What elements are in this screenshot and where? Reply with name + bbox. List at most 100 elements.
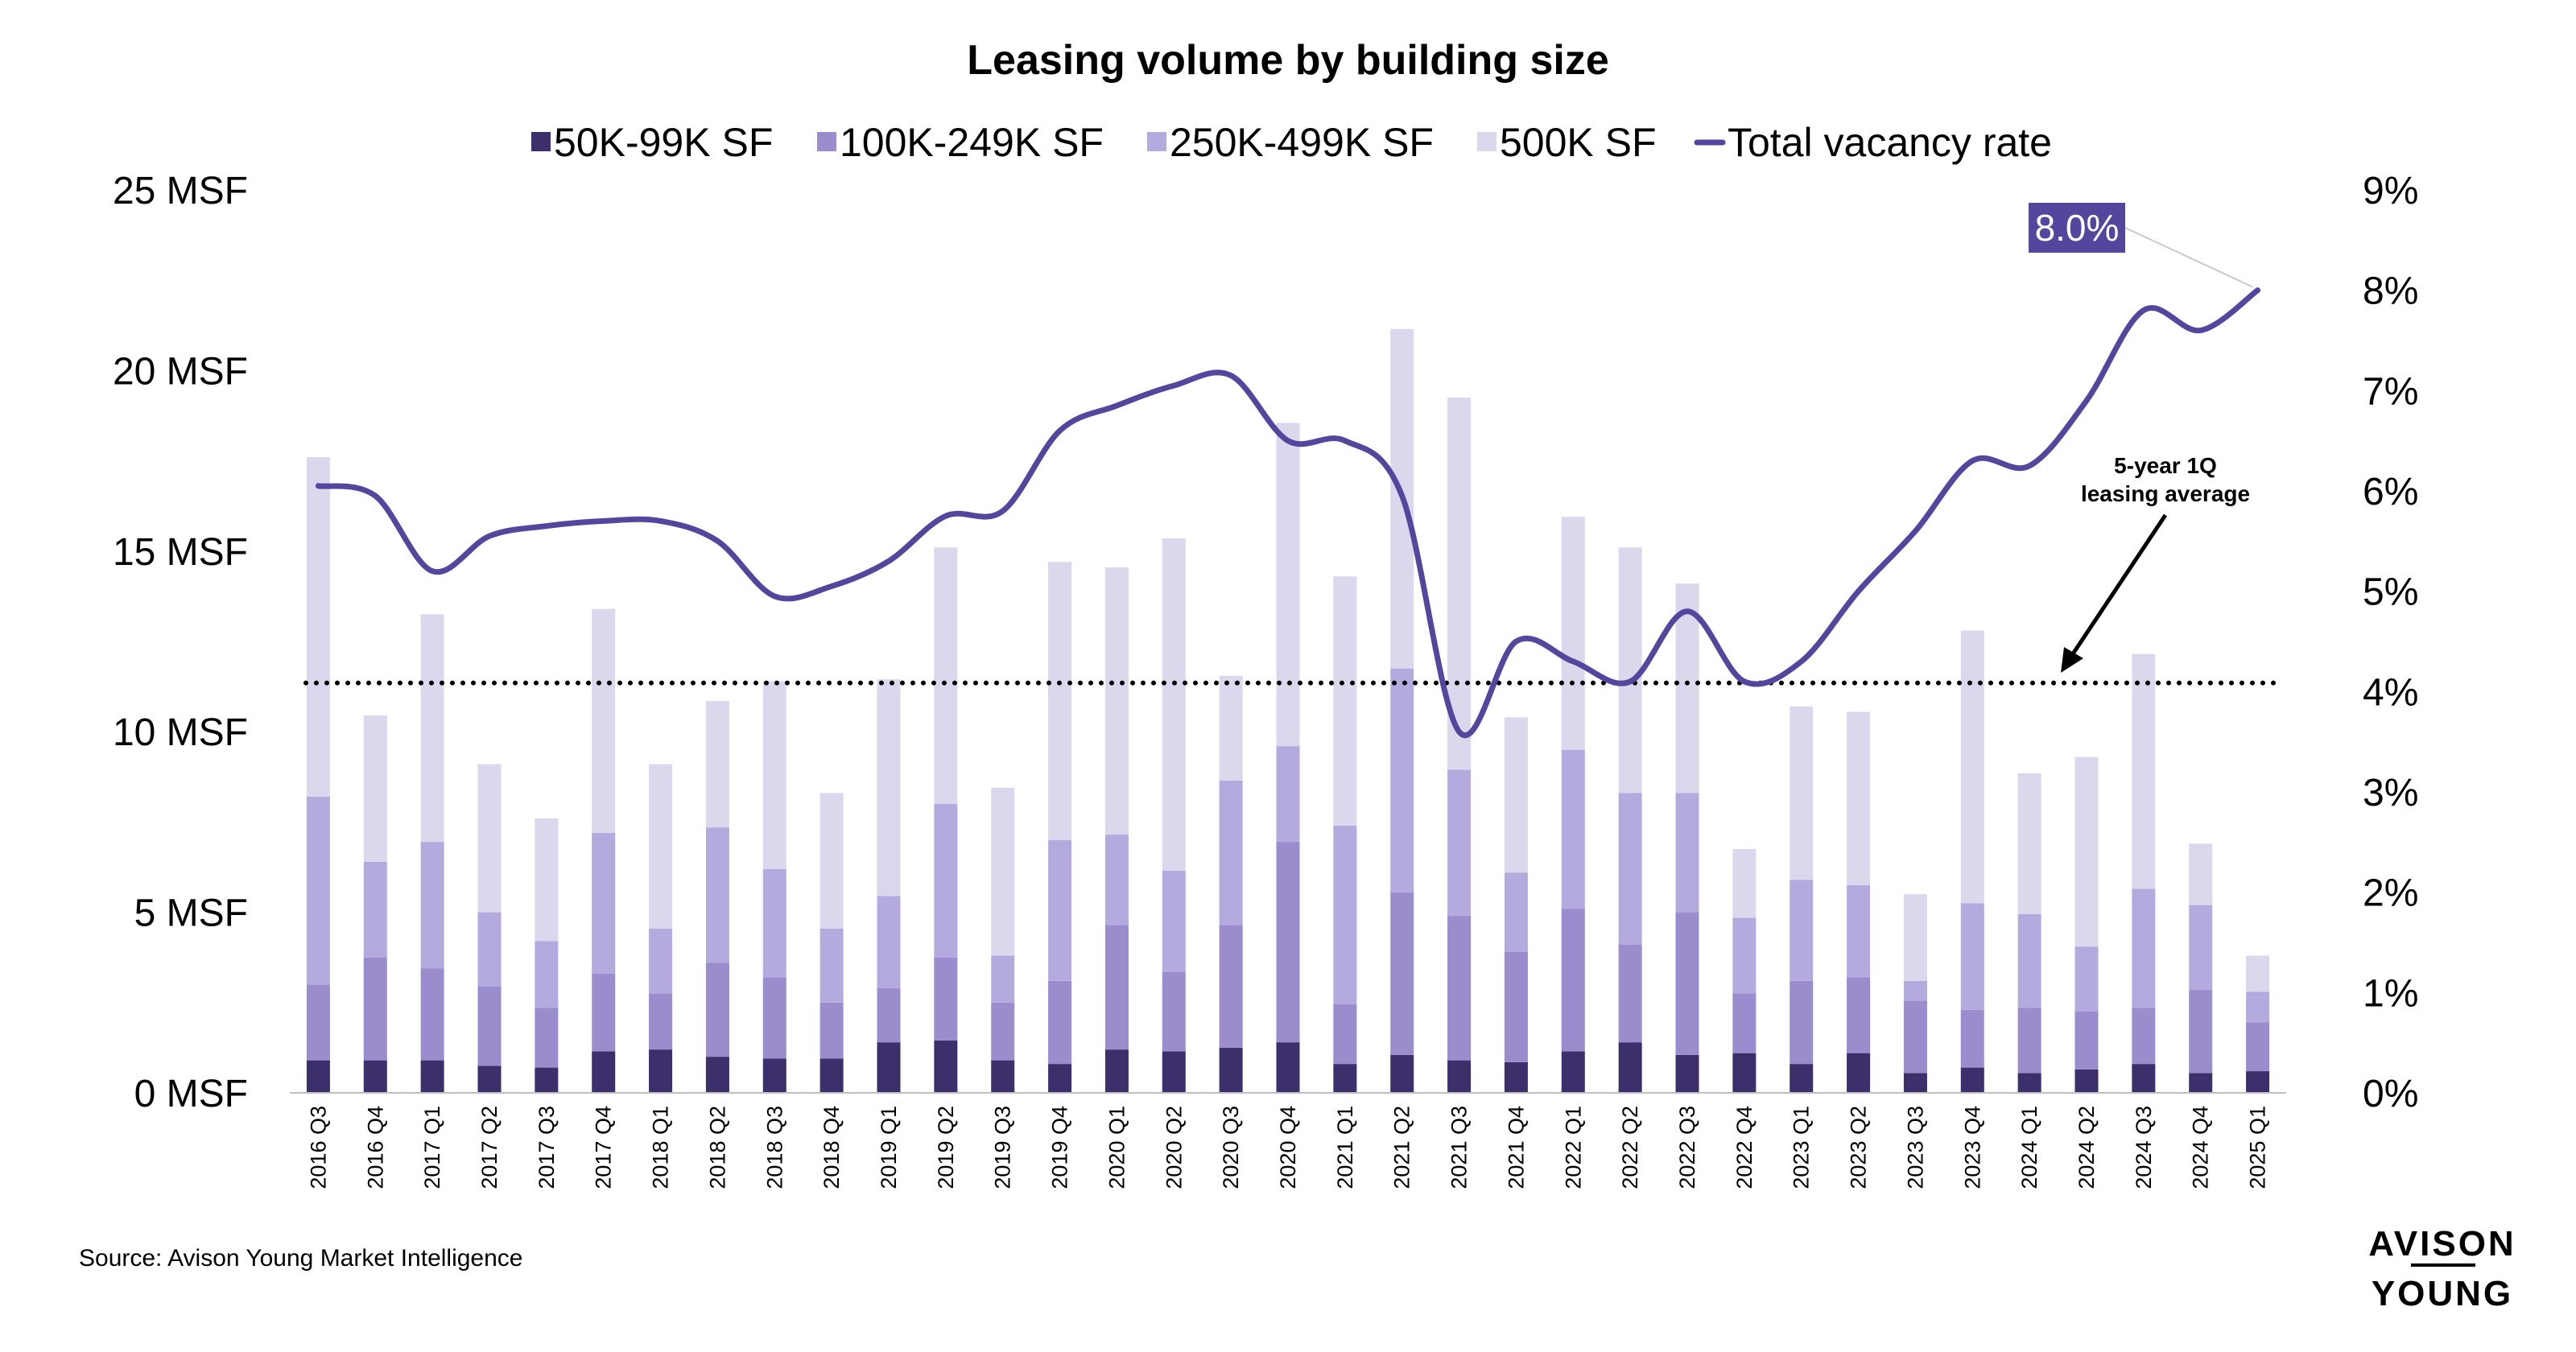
bar-segment-1 [1447, 1060, 1472, 1093]
bar-segment-3 [420, 842, 444, 969]
bar-segment-3 [1390, 668, 1414, 892]
bar-segment-1 [1048, 1064, 1072, 1093]
bar-segment-4 [991, 787, 1015, 956]
legend-label-line: Total vacancy rate [1728, 120, 2052, 165]
x-tick-label: 2019 Q4 [1048, 1106, 1072, 1189]
right-axis-tick: 7% [2363, 370, 2418, 413]
left-axis-tick: 5 MSF [134, 892, 248, 935]
bar-segment-3 [1903, 980, 1927, 1001]
callout-label: 8.0% [2035, 207, 2120, 249]
x-tick-label: 2020 Q3 [1219, 1106, 1243, 1189]
callout-leader-line [2124, 227, 2253, 288]
left-axis-tick: 15 MSF [113, 531, 248, 574]
bar-segment-2 [2246, 1022, 2270, 1072]
bar-segment-1 [1504, 1061, 1528, 1093]
bar-segment-3 [1618, 793, 1642, 945]
bar-segment-2 [2074, 1012, 2099, 1070]
x-tick-label: 2023 Q4 [1960, 1106, 1984, 1189]
x-tick-label: 2018 Q1 [649, 1106, 673, 1189]
bar-segment-4 [877, 679, 901, 897]
bar-segment-1 [1561, 1051, 1585, 1093]
x-tick-label: 2022 Q3 [1675, 1106, 1699, 1189]
x-tick-label: 2017 Q1 [420, 1106, 444, 1189]
bar-segment-2 [2132, 1008, 2156, 1065]
x-tick-label: 2019 Q3 [991, 1106, 1015, 1189]
x-tick-label: 2023 Q3 [1903, 1106, 1927, 1189]
reference-annotation: 5-year 1Q leasing average [2061, 453, 2250, 673]
bar-segment-1 [991, 1060, 1015, 1093]
bar-segment-4 [1732, 849, 1757, 918]
bar-segment-1 [1104, 1049, 1129, 1093]
bar-segment-2 [592, 973, 616, 1052]
x-tick-label: 2021 Q1 [1333, 1106, 1357, 1189]
bar-segment-4 [1903, 894, 1927, 981]
right-axis-tick: 0% [2363, 1073, 2418, 1115]
bar-segment-2 [1162, 971, 1186, 1052]
bar-segment-4 [1504, 717, 1528, 873]
bar-segment-2 [877, 987, 901, 1043]
bar-segment-2 [1504, 951, 1528, 1062]
x-tick-label: 2020 Q4 [1276, 1106, 1300, 1189]
bar-segment-2 [1790, 980, 1814, 1065]
x-tick-label: 2018 Q2 [705, 1106, 729, 1189]
bar-segment-4 [420, 614, 444, 843]
bar-segment-4 [762, 681, 786, 869]
right-axis: 0% 1% 2% 3% 4% 5% 6% 7% 8% 9% [2363, 170, 2418, 1115]
bar-segment-3 [991, 955, 1015, 1003]
chart-title: Leasing volume by building size [967, 37, 1608, 84]
legend-label-2: 100K-249K SF [840, 120, 1104, 165]
left-axis-tick: 0 MSF [134, 1073, 248, 1115]
reference-label-line-1: 5-year 1Q [2114, 453, 2217, 478]
bar-segment-3 [762, 868, 786, 978]
bar-segment-1 [592, 1051, 616, 1093]
bar-segment-2 [1219, 925, 1243, 1048]
x-tick-label: 2024 Q1 [2017, 1106, 2041, 1189]
right-axis-tick: 6% [2363, 471, 2418, 513]
bar-segment-3 [705, 827, 729, 963]
bar-segment-4 [1675, 583, 1699, 793]
bar-segment-3 [1276, 746, 1300, 843]
bar-segment-4 [2132, 653, 2156, 889]
x-tick-label: 2019 Q2 [934, 1106, 958, 1189]
bar-segment-2 [477, 986, 502, 1066]
bar-segment-1 [535, 1067, 559, 1093]
bar-segment-2 [2189, 990, 2213, 1074]
x-axis: 2016 Q3 2016 Q4 2017 Q1 2017 Q2 2017 Q3 2017 … [306, 1106, 2269, 1189]
source-note: Source: Avison Young Market Intelligence [79, 1245, 522, 1272]
x-tick-label: 2023 Q2 [1847, 1106, 1871, 1189]
bar-segment-4 [705, 701, 729, 828]
reference-arrow-head [2061, 647, 2083, 673]
bar-segment-1 [363, 1060, 387, 1093]
bar-segment-1 [1675, 1054, 1699, 1093]
bar-segment-3 [1333, 825, 1357, 1005]
bar-segment-4 [306, 457, 330, 797]
bar-segment-4 [934, 547, 958, 804]
bar-segment-1 [877, 1042, 901, 1093]
bar-segment-1 [819, 1058, 844, 1093]
left-axis-tick: 25 MSF [113, 170, 248, 212]
bar-segment-2 [1276, 842, 1300, 1043]
bar-segment-2 [649, 993, 673, 1050]
callout-box [2029, 203, 2125, 253]
bar-segment-1 [1390, 1054, 1414, 1093]
bar-segment-1 [1960, 1067, 1984, 1093]
bar-segment-1 [2132, 1064, 2156, 1093]
bar-segment-1 [1790, 1064, 1814, 1093]
bar-segment-3 [1048, 839, 1072, 981]
bar-segment-2 [705, 962, 729, 1057]
bar-segment-4 [1847, 711, 1871, 885]
x-tick-label: 2020 Q1 [1104, 1106, 1129, 1189]
bar-segment-2 [1048, 980, 1072, 1065]
bar-segment-3 [2189, 905, 2213, 991]
bar-segment-3 [1162, 870, 1186, 972]
bar-segment-4 [1104, 567, 1129, 835]
bar-segment-3 [535, 941, 559, 1008]
bar-segment-4 [363, 715, 387, 862]
bar-segment-3 [363, 861, 387, 958]
x-tick-label: 2024 Q4 [2189, 1106, 2213, 1189]
bar-segment-4 [1561, 517, 1585, 750]
bar-segment-2 [1903, 1000, 1927, 1074]
bar-segment-4 [1790, 706, 1814, 880]
bar-segment-1 [1732, 1053, 1757, 1093]
x-tick-label: 2017 Q2 [477, 1106, 502, 1189]
